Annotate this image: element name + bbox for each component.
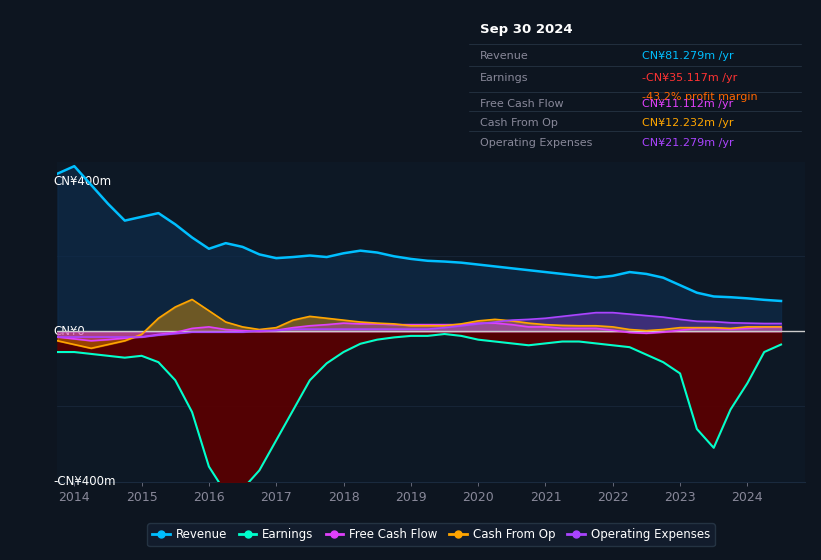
Text: CN¥81.279m /yr: CN¥81.279m /yr bbox=[642, 51, 734, 61]
Legend: Revenue, Earnings, Free Cash Flow, Cash From Op, Operating Expenses: Revenue, Earnings, Free Cash Flow, Cash … bbox=[147, 524, 715, 546]
Text: Cash From Op: Cash From Op bbox=[479, 118, 557, 128]
Text: Revenue: Revenue bbox=[479, 51, 528, 61]
Text: CN¥12.232m /yr: CN¥12.232m /yr bbox=[642, 118, 733, 128]
Text: -CN¥400m: -CN¥400m bbox=[53, 475, 117, 488]
Text: CN¥21.279m /yr: CN¥21.279m /yr bbox=[642, 138, 734, 148]
Text: CN¥400m: CN¥400m bbox=[53, 175, 112, 188]
Text: -43.2% profit margin: -43.2% profit margin bbox=[642, 92, 758, 101]
Text: Free Cash Flow: Free Cash Flow bbox=[479, 99, 563, 109]
Text: CN¥11.112m /yr: CN¥11.112m /yr bbox=[642, 99, 733, 109]
Text: CN¥0: CN¥0 bbox=[53, 325, 85, 338]
Text: Earnings: Earnings bbox=[479, 73, 528, 83]
Text: -CN¥35.117m /yr: -CN¥35.117m /yr bbox=[642, 73, 737, 83]
Text: Sep 30 2024: Sep 30 2024 bbox=[479, 23, 572, 36]
Text: Operating Expenses: Operating Expenses bbox=[479, 138, 592, 148]
